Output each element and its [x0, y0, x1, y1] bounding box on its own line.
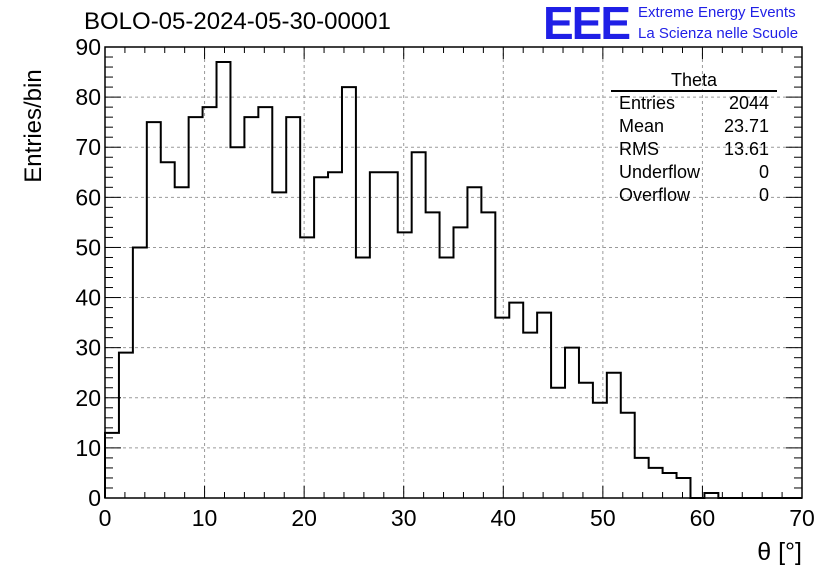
stats-title: Theta [611, 70, 777, 92]
histogram-bin [579, 383, 593, 498]
stats-value: 2044 [728, 93, 769, 113]
x-tick-label: 60 [690, 505, 716, 531]
brand-line-2: La Scienza nelle Scuole [638, 25, 799, 42]
stats-label: RMS [619, 139, 659, 159]
eee-logo: EEE [543, 0, 631, 49]
histogram-bin [119, 353, 133, 498]
x-tick-label: 10 [192, 505, 218, 531]
stats-row-mean: Mean 23.71 [611, 115, 777, 138]
y-tick-label: 20 [75, 385, 101, 411]
y-tick-label: 80 [75, 84, 101, 110]
y-tick-label: 10 [75, 435, 101, 461]
histogram-bin [635, 458, 649, 498]
histogram-bin [565, 348, 579, 498]
stats-box: Theta Entries 2044 Mean 23.71 RMS 13.61 Und… [611, 70, 777, 207]
histogram-bin [412, 152, 426, 498]
histogram-bin [607, 373, 621, 498]
histogram-bin [481, 212, 495, 498]
stats-label: Overflow [619, 185, 691, 205]
histogram-bin [440, 257, 454, 498]
x-tick-label: 0 [99, 505, 112, 531]
histogram-bin [621, 413, 635, 498]
stats-label: Underflow [619, 162, 701, 182]
y-axis-label: Entries/bin [20, 69, 47, 183]
histogram-bin [244, 117, 258, 498]
histogram-bin [677, 478, 691, 498]
histogram-bin [384, 172, 398, 498]
histogram-bin [175, 187, 189, 498]
x-tick-label: 70 [789, 505, 815, 531]
brand-line-1: Extreme Energy Events [638, 4, 796, 21]
histogram-bin [537, 313, 551, 498]
histogram-bin [593, 403, 607, 498]
histogram-bin [663, 473, 677, 498]
histogram-bin [398, 232, 412, 498]
y-tick-label: 60 [75, 184, 101, 210]
x-tick-label: 40 [490, 505, 516, 531]
x-tick-label: 50 [590, 505, 616, 531]
histogram-bin [314, 177, 328, 498]
histogram-bin [454, 227, 468, 498]
stats-label: Entries [619, 93, 676, 113]
stats-row-rms: RMS 13.61 [611, 138, 777, 161]
y-tick-label: 30 [75, 335, 101, 361]
y-tick-label: 70 [75, 134, 101, 160]
histogram-bin [133, 247, 147, 498]
histogram-bin [495, 318, 509, 498]
stats-label: Mean [619, 116, 665, 136]
histogram-bin [189, 117, 203, 498]
histogram-bin [509, 303, 523, 498]
histogram-bin [426, 212, 440, 498]
histogram-bin [649, 468, 663, 498]
plot-frame [104, 46, 803, 499]
histogram-bin [356, 257, 370, 498]
histogram-bin [300, 237, 314, 498]
histogram-bin [342, 87, 356, 498]
x-tick-label: 30 [391, 505, 417, 531]
x-axis-label: θ [°] [757, 538, 802, 566]
histogram-bin [217, 62, 231, 498]
histogram-bin [147, 122, 161, 498]
histogram-bin [272, 192, 286, 498]
histogram-bin [286, 117, 300, 498]
histogram-bin [328, 172, 342, 498]
histogram-bin [467, 187, 481, 498]
histogram-bin [258, 107, 272, 498]
stats-value: 0 [758, 162, 769, 182]
chart-title: BOLO-05-2024-05-30-00001 [84, 8, 391, 35]
histogram-bin [370, 172, 384, 498]
histogram-bin [230, 147, 244, 498]
stats-row-entries: Entries 2044 [611, 92, 777, 115]
histogram-bin [551, 388, 565, 498]
stats-row-underflow: Underflow 0 [611, 161, 777, 184]
y-tick-label: 50 [75, 234, 101, 260]
y-tick-label: 40 [75, 285, 101, 311]
stats-value: 23.71 [723, 116, 769, 136]
histogram-bin [523, 333, 537, 498]
stats-row-overflow: Overflow 0 [611, 184, 777, 207]
y-tick-label: 90 [75, 34, 101, 60]
stats-value: 0 [758, 185, 769, 205]
y-tick-label: 0 [88, 485, 101, 511]
histogram-outline [104, 61, 802, 499]
stats-value: 13.61 [723, 139, 769, 159]
x-tick-label: 20 [291, 505, 317, 531]
